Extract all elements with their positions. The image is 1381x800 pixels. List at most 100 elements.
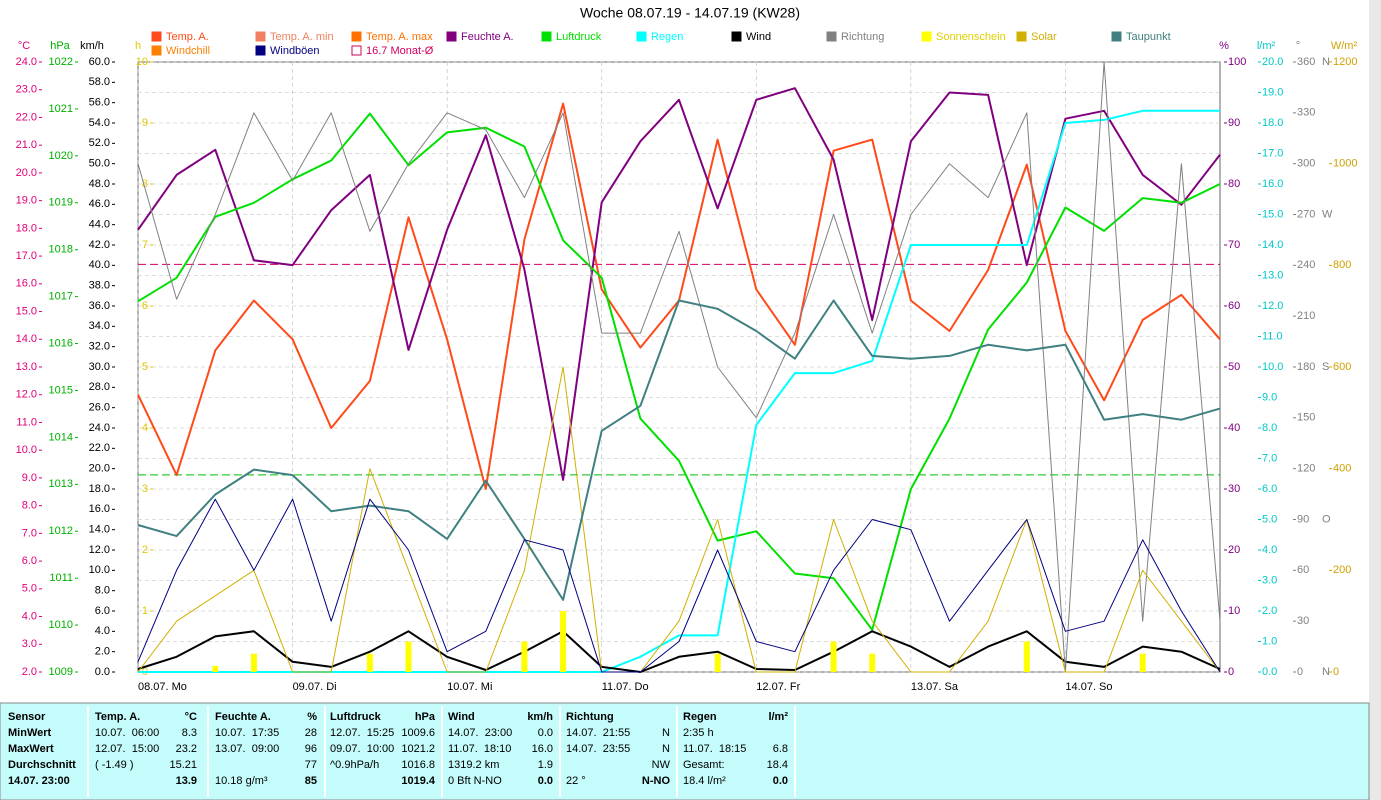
y-tick-label: 16.0 bbox=[1262, 178, 1283, 190]
cell-value: 0.0 bbox=[538, 727, 553, 739]
y-tick-label: 14.0 bbox=[89, 524, 110, 536]
y-tick-label: 13.0 bbox=[1262, 269, 1283, 281]
y-tick-label: 24.0 bbox=[89, 422, 110, 434]
legend-label: Richtung bbox=[841, 31, 884, 43]
y-tick-label: 200 bbox=[1333, 564, 1351, 576]
y-tick-label: 0 bbox=[1228, 666, 1234, 678]
legend-label: Feuchte A. bbox=[461, 31, 514, 43]
y-tick-label: 8 bbox=[142, 178, 148, 190]
column-unit: km/h bbox=[527, 711, 553, 723]
cell-label: 12.07. 15:00 bbox=[95, 743, 159, 755]
legend-swatch bbox=[731, 31, 742, 42]
x-tick-label: 13.07. Sa bbox=[911, 681, 959, 693]
y-tick-label: 12.0 bbox=[89, 544, 110, 556]
direction-label: S bbox=[1322, 361, 1329, 373]
y-tick-label: 1009 bbox=[49, 666, 73, 678]
column-header: Feuchte A. bbox=[215, 711, 271, 723]
y-tick-label: 54.0 bbox=[89, 117, 110, 129]
cell-value: 1016.8 bbox=[401, 759, 435, 771]
y-tick-label: 15.0 bbox=[16, 305, 37, 317]
summary-panel bbox=[0, 702, 1370, 800]
axis-title: l/m² bbox=[1257, 40, 1276, 52]
y-tick-label: 46.0 bbox=[89, 198, 110, 210]
y-tick-label: 1017 bbox=[49, 291, 73, 303]
y-tick-label: 300 bbox=[1297, 158, 1315, 170]
column-header: Luftdruck bbox=[330, 711, 382, 723]
cell-label: 1319.2 km bbox=[448, 759, 499, 771]
series-line bbox=[137, 366, 1221, 673]
y-tick-label: 58.0 bbox=[89, 76, 110, 88]
legend-label: Wind bbox=[746, 31, 771, 43]
y-tick-label: 1000 bbox=[1333, 158, 1357, 170]
sunshine-bar bbox=[830, 641, 837, 672]
sunshine-bar bbox=[1139, 653, 1146, 672]
y-tick-label: 26.0 bbox=[89, 402, 110, 414]
cell-value: 13.9 bbox=[176, 775, 197, 787]
axis-title: °C bbox=[18, 40, 30, 52]
y-tick-label: 70 bbox=[1228, 239, 1240, 251]
y-tick-label: 5.0 bbox=[22, 583, 37, 595]
cell-label: 22 ° bbox=[566, 775, 586, 787]
cell-value: 1021.2 bbox=[401, 743, 435, 755]
x-tick-label: 08.07. Mo bbox=[138, 681, 187, 693]
column-unit: °C bbox=[185, 711, 197, 723]
cell-label: 14.07. 23:55 bbox=[566, 743, 630, 755]
cell-label: ^0.9hPa/h bbox=[330, 759, 379, 771]
y-tick-label: 20.0 bbox=[1262, 56, 1283, 68]
y-tick-label: 1014 bbox=[49, 431, 73, 443]
cell-label: 12.07. 15:25 bbox=[330, 727, 394, 739]
y-tick-label: 3.0 bbox=[1262, 574, 1277, 586]
y-tick-label: 1018 bbox=[49, 244, 73, 256]
axis-title: ° bbox=[1296, 40, 1300, 52]
y-tick-label: 6 bbox=[142, 300, 148, 312]
y-tick-label: 60 bbox=[1297, 564, 1309, 576]
column-header: Richtung bbox=[566, 711, 614, 723]
y-tick-label: 44.0 bbox=[89, 219, 110, 231]
legend-swatch bbox=[255, 31, 266, 42]
y-tick-label: 7.0 bbox=[1262, 452, 1277, 464]
x-tick-label: 10.07. Mi bbox=[447, 681, 492, 693]
x-tick-label: 14.07. So bbox=[1065, 681, 1112, 693]
column-header: Temp. A. bbox=[95, 711, 140, 723]
legend-swatch bbox=[351, 31, 362, 42]
y-tick-label: 6.0 bbox=[22, 555, 37, 567]
cell-value: 23.2 bbox=[176, 743, 197, 755]
cell-value: N bbox=[662, 743, 670, 755]
y-tick-label: 18.0 bbox=[1262, 117, 1283, 129]
y-tick-label: 400 bbox=[1333, 463, 1351, 475]
y-tick-label: 1200 bbox=[1333, 56, 1357, 68]
y-tick-label: 36.0 bbox=[89, 300, 110, 312]
legend-label: Taupunkt bbox=[1126, 31, 1171, 43]
y-tick-label: 13.0 bbox=[16, 361, 37, 373]
y-tick-label: 1020 bbox=[49, 150, 73, 162]
y-tick-label: 32.0 bbox=[89, 341, 110, 353]
y-tick-label: 22.0 bbox=[16, 111, 37, 123]
legend-swatch bbox=[541, 31, 552, 42]
y-tick-label: 3.0 bbox=[22, 638, 37, 650]
cell-value: 1.9 bbox=[538, 759, 553, 771]
cell-value: 18.4 bbox=[767, 759, 788, 771]
cell-value: 1009.6 bbox=[401, 727, 435, 739]
y-tick-label: 40 bbox=[1228, 422, 1240, 434]
series-line bbox=[137, 112, 1221, 631]
y-tick-label: 17.0 bbox=[1262, 147, 1283, 159]
column-unit: hPa bbox=[415, 711, 436, 723]
y-tick-label: 1011 bbox=[49, 572, 73, 584]
y-tick-label: 11.0 bbox=[1262, 330, 1283, 342]
cell-value: 16.0 bbox=[532, 743, 553, 755]
legend-label: Luftdruck bbox=[556, 31, 602, 43]
y-tick-label: 4.0 bbox=[95, 625, 110, 637]
y-tick-label: 0 bbox=[1333, 666, 1339, 678]
y-tick-label: 2.0 bbox=[1262, 605, 1277, 617]
y-tick-label: 1013 bbox=[49, 478, 73, 490]
y-tick-label: 20.0 bbox=[89, 463, 110, 475]
cell-value: 77 bbox=[305, 759, 317, 771]
y-tick-label: 10 bbox=[1228, 605, 1240, 617]
y-tick-label: 14.0 bbox=[1262, 239, 1283, 251]
cell-label: 10.07. 17:35 bbox=[215, 727, 279, 739]
y-tick-label: 90 bbox=[1297, 513, 1309, 525]
y-tick-label: 18.0 bbox=[89, 483, 110, 495]
axis-title: km/h bbox=[80, 40, 104, 52]
y-tick-label: 60.0 bbox=[89, 56, 110, 68]
